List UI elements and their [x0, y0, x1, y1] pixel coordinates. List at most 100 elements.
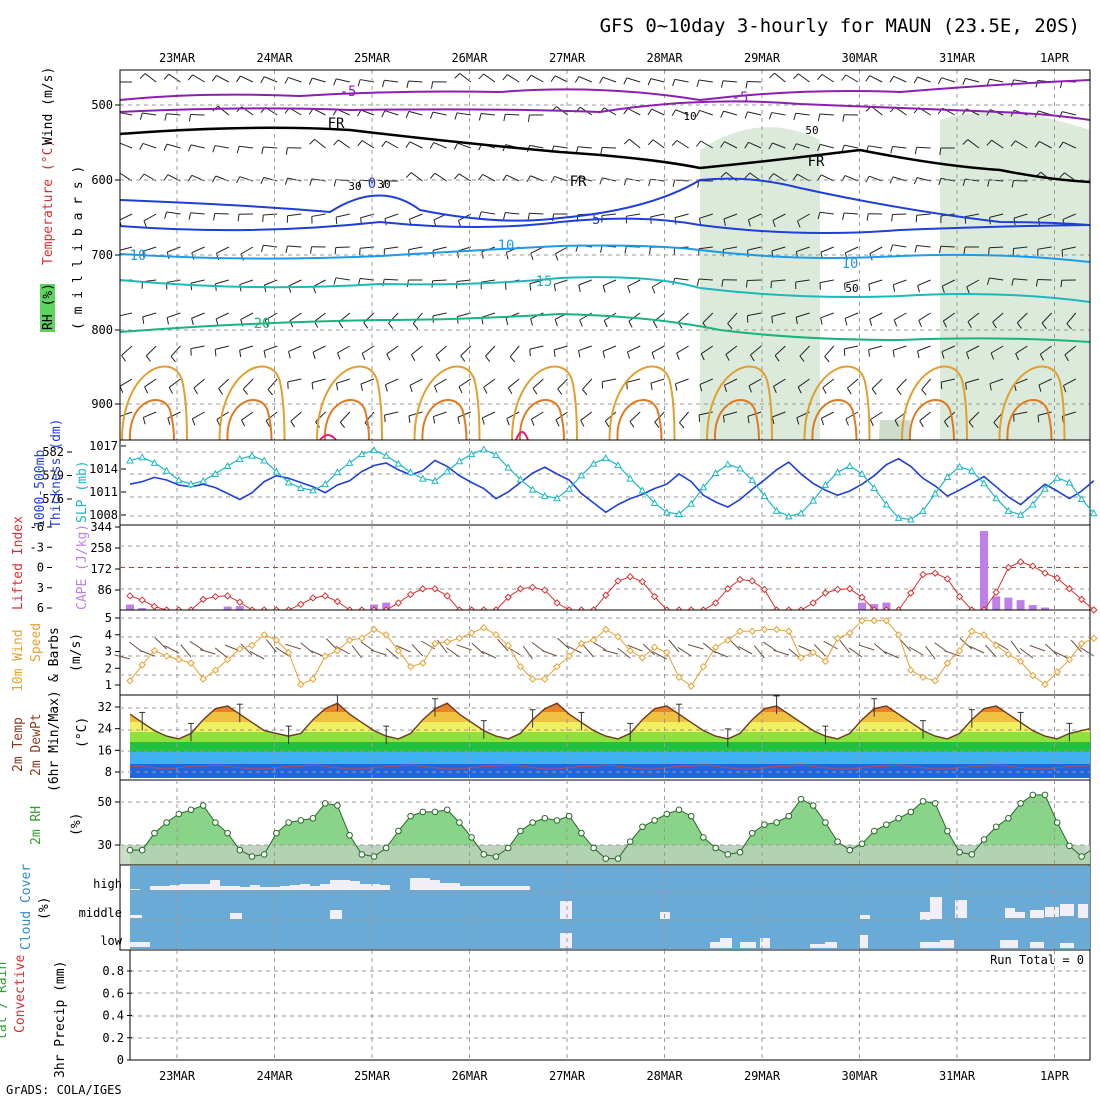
wind-barb-flag — [333, 277, 337, 285]
lifted-index-marker — [931, 569, 939, 577]
wind-barb-flag — [722, 415, 725, 423]
wind-barb — [724, 378, 738, 386]
wind-barb — [336, 378, 350, 384]
wind-barb-flag — [623, 108, 629, 115]
cloud-level-label: low — [100, 934, 122, 948]
wind-barb — [578, 176, 592, 182]
wind-speed-marker — [797, 654, 805, 662]
surface-wind-barb — [285, 643, 301, 650]
wind-barb-flag — [799, 355, 805, 362]
rh-marker — [492, 853, 500, 860]
lifted-index-marker — [406, 590, 415, 599]
lifted-index-marker — [394, 599, 403, 607]
slp-marker — [992, 494, 1001, 502]
wind-barb — [554, 345, 568, 351]
lifted-index-marker — [150, 602, 159, 611]
wind-barb-flag — [773, 386, 777, 394]
wind-barb-flag — [241, 419, 246, 427]
wind-barb-flag — [532, 388, 538, 395]
cloud-bar-high — [490, 886, 500, 890]
surface-wind-barb — [275, 646, 289, 657]
surface-wind-barb — [668, 639, 680, 653]
wind-barb-flag — [1035, 279, 1039, 287]
wind-barb — [845, 411, 859, 420]
axis-tick-label: 4 — [105, 628, 112, 642]
slp-marker — [687, 499, 696, 507]
wind-barb — [674, 213, 689, 219]
wind-barb-flag — [868, 349, 871, 357]
wind-barb — [312, 345, 326, 353]
wind10m-panel: 5 4 3 2 1 — [105, 609, 1098, 696]
slp-marker — [382, 451, 391, 459]
wind-barb — [773, 173, 786, 182]
wind-label-2: Speed — [29, 623, 44, 662]
wind-barb-flag — [941, 351, 945, 359]
wind-barb — [1013, 278, 1028, 281]
lifted-index-marker — [419, 585, 427, 593]
rh-marker — [236, 846, 244, 854]
wind-barb-flag — [993, 422, 999, 429]
axis-tick-label: 30 — [98, 838, 112, 852]
cloud-bar-high — [470, 886, 480, 890]
wind-barb — [917, 345, 931, 352]
wind-speed-marker — [650, 643, 659, 651]
wind-barb — [893, 75, 907, 83]
wind-speed-marker — [492, 631, 500, 639]
rh-shading — [700, 112, 1090, 440]
surface-wind-barb — [1079, 647, 1095, 657]
rh-marker — [761, 821, 768, 828]
wind-barb-flag — [651, 286, 656, 294]
cloud-unit: (%) — [37, 897, 52, 920]
wind-barb — [941, 77, 955, 83]
wind-barb — [263, 146, 278, 149]
wind-barb — [771, 312, 786, 317]
warm-contour-30 — [1006, 399, 1053, 440]
lifted-index-marker — [1029, 562, 1037, 570]
wind-label-1: 10m Wind — [11, 629, 26, 692]
date-label-bottom: 29MAR — [744, 1069, 781, 1083]
surface-wind-barb — [139, 649, 155, 657]
wind-barb — [892, 244, 907, 248]
wind-barb — [215, 279, 229, 285]
wind-barb-flag — [847, 387, 852, 395]
surface-wind-barb — [395, 645, 411, 653]
wind-barb — [144, 378, 157, 388]
precip-grid — [130, 950, 1090, 1060]
axis-tick-label: 86 — [98, 583, 112, 597]
rh-marker — [956, 848, 963, 856]
cloud-bar-high — [210, 880, 220, 890]
wind-barb-flag — [116, 112, 118, 119]
wind-barb — [386, 345, 399, 355]
temp-grid — [120, 695, 1090, 778]
wind-barb — [192, 74, 205, 83]
wind-barb — [990, 345, 1004, 354]
wind-barb-flag — [265, 420, 271, 427]
wind-barb — [677, 312, 689, 323]
warm-contour-25 — [413, 365, 481, 440]
wind-speed-marker — [382, 631, 390, 639]
surface-wind-barb — [481, 650, 497, 659]
wind-barb — [1013, 411, 1028, 416]
wind-barb — [797, 378, 810, 388]
wind-barb — [166, 113, 181, 116]
wind-speed-marker — [675, 673, 683, 681]
lifted-index-marker — [833, 585, 842, 594]
wind-barb — [919, 411, 931, 422]
wind-barb-flag — [309, 139, 315, 145]
warm-contour-30 — [421, 399, 468, 440]
temp-band — [130, 764, 1090, 778]
wind-barb-flag — [285, 245, 288, 253]
slp-marker — [858, 469, 866, 477]
wind-barb — [871, 378, 883, 390]
surface-wind-barb — [411, 643, 424, 657]
wind-barb — [627, 279, 641, 287]
wind-barb — [771, 279, 786, 282]
rh-marker — [663, 810, 671, 818]
wind-barb-flag — [550, 75, 556, 82]
surface-wind-barb — [437, 639, 448, 654]
slp-marker — [394, 459, 403, 467]
wind-barb-flag — [579, 319, 583, 327]
upper-wind-barbs — [116, 72, 1077, 429]
rh-marker — [931, 800, 939, 807]
wind-barb-flag — [1059, 172, 1065, 179]
